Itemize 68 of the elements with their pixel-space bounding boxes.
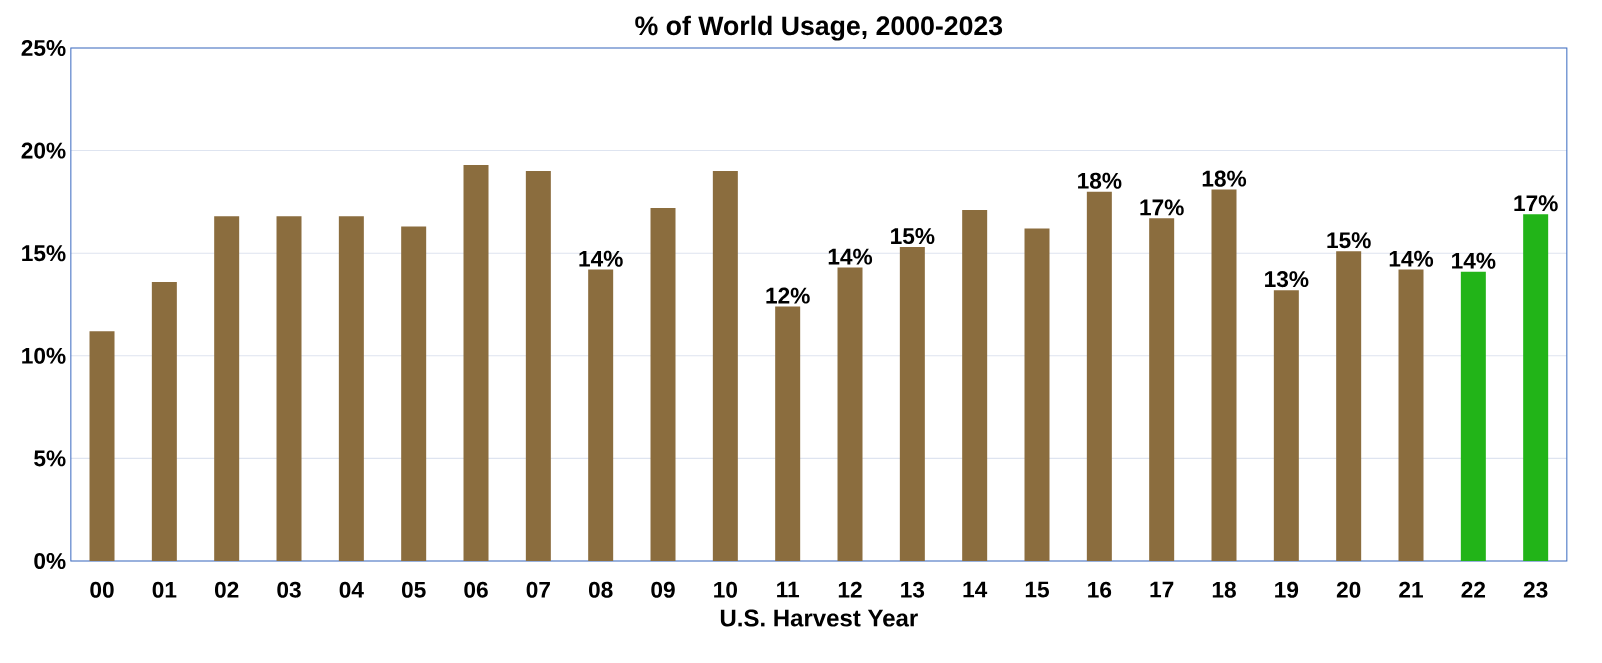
x-tick-label: 13 (901, 581, 925, 598)
bar (1460, 271, 1486, 561)
bar (1336, 251, 1362, 561)
x-tick-label: 11 (777, 581, 800, 598)
x-tick-label: 12 (838, 581, 862, 598)
x-tick-label: 10 (714, 581, 738, 598)
x-axis-title: U.S. Harvest Year (720, 609, 918, 627)
y-tick-label: 10% (22, 347, 66, 364)
bar (276, 216, 302, 561)
x-tick-label: 15 (1025, 581, 1049, 598)
bar (1523, 214, 1549, 561)
x-tick-label: 03 (277, 581, 301, 598)
bar (1149, 218, 1175, 561)
data-label: 14% (1452, 252, 1496, 269)
chart-title: % of World Usage, 2000-2023 (635, 15, 1003, 41)
x-tick-label: 08 (588, 581, 613, 598)
x-tick-label: 21 (1399, 581, 1423, 598)
data-label: 15% (1327, 232, 1371, 249)
x-tick-label: 19 (1275, 581, 1299, 598)
x-tick-label: 09 (651, 581, 675, 598)
data-label: 14% (828, 248, 873, 265)
bar (650, 208, 676, 561)
y-tick-label: 5% (34, 450, 66, 467)
x-tick-label: 07 (526, 581, 550, 598)
data-label: 13% (1265, 271, 1309, 288)
data-label: 14% (579, 250, 623, 267)
y-tick-label: 15% (22, 245, 66, 262)
x-tick-label: 14 (963, 581, 988, 598)
bar (338, 216, 364, 561)
data-label: 17% (1514, 195, 1558, 212)
data-label: 14% (1389, 250, 1434, 267)
x-tick-label: 01 (152, 581, 177, 598)
x-tick-label: 20 (1336, 581, 1361, 598)
y-tick-label: 20% (21, 142, 66, 159)
bar (525, 171, 551, 561)
x-tick-label: 00 (90, 581, 114, 598)
bar (962, 210, 988, 561)
x-tick-label: 22 (1461, 581, 1486, 598)
bar (588, 269, 614, 561)
x-tick-label: 02 (214, 581, 239, 598)
bar (401, 226, 427, 561)
bar (1398, 269, 1424, 561)
x-tick-label: 17 (1150, 581, 1174, 598)
data-label: 12% (766, 287, 810, 304)
bar (775, 306, 801, 561)
bar (89, 331, 115, 561)
data-label: 18% (1202, 170, 1247, 187)
x-tick-label: 04 (339, 581, 364, 598)
bar (712, 171, 738, 561)
x-tick-label: 16 (1088, 581, 1112, 598)
y-tick-label: 25% (21, 39, 66, 57)
bar (899, 247, 925, 561)
bar (214, 216, 240, 561)
bar (1211, 189, 1237, 561)
bar (151, 281, 177, 561)
data-label: 17% (1140, 199, 1184, 216)
bar (1024, 228, 1050, 561)
y-tick-label: 0% (34, 552, 66, 570)
bar (1086, 191, 1112, 561)
x-tick-label: 06 (464, 581, 488, 598)
x-tick-label: 05 (401, 581, 426, 598)
bar (837, 267, 863, 561)
data-label: 18% (1078, 172, 1122, 189)
x-tick-label: 23 (1523, 581, 1548, 598)
bar (1273, 290, 1299, 561)
bar (463, 164, 489, 561)
x-tick-label: 18 (1212, 581, 1236, 598)
data-label: 15% (891, 228, 935, 245)
